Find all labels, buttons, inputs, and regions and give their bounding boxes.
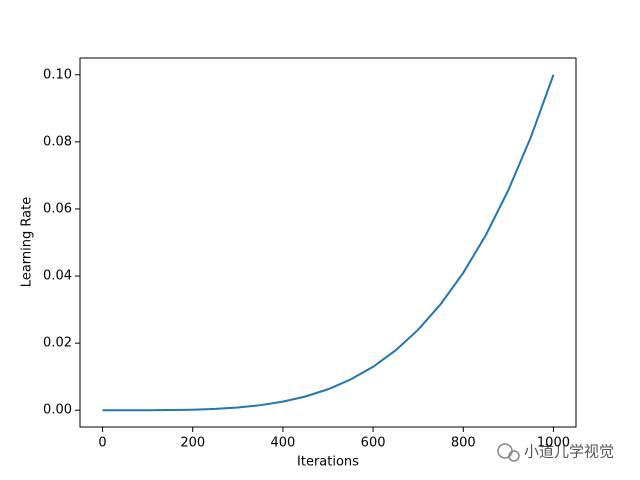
x-tick-label: 0 <box>98 436 106 451</box>
y-axis-label: Learning Rate <box>20 197 35 287</box>
x-tick-label: 1000 <box>537 436 570 451</box>
y-tick-label: 0.06 <box>43 201 72 216</box>
y-tick-label: 0.02 <box>43 336 72 351</box>
watermark: 小道儿学视觉 <box>524 443 614 461</box>
x-tick-label: 400 <box>270 436 295 451</box>
y-tick-label: 0.10 <box>43 67 72 82</box>
line <box>102 74 555 412</box>
x-tick-label: 600 <box>361 436 386 451</box>
watermark-icon <box>497 443 520 462</box>
x-axis-label: Iterations <box>297 455 359 470</box>
y-tick-label: 0.00 <box>43 403 72 418</box>
x-tick-label: 800 <box>451 436 476 451</box>
y-tick-label: 0.04 <box>43 269 72 284</box>
y-tick-label: 0.08 <box>43 134 72 149</box>
x-tick-label: 200 <box>180 436 205 451</box>
axes-frame <box>79 57 577 428</box>
